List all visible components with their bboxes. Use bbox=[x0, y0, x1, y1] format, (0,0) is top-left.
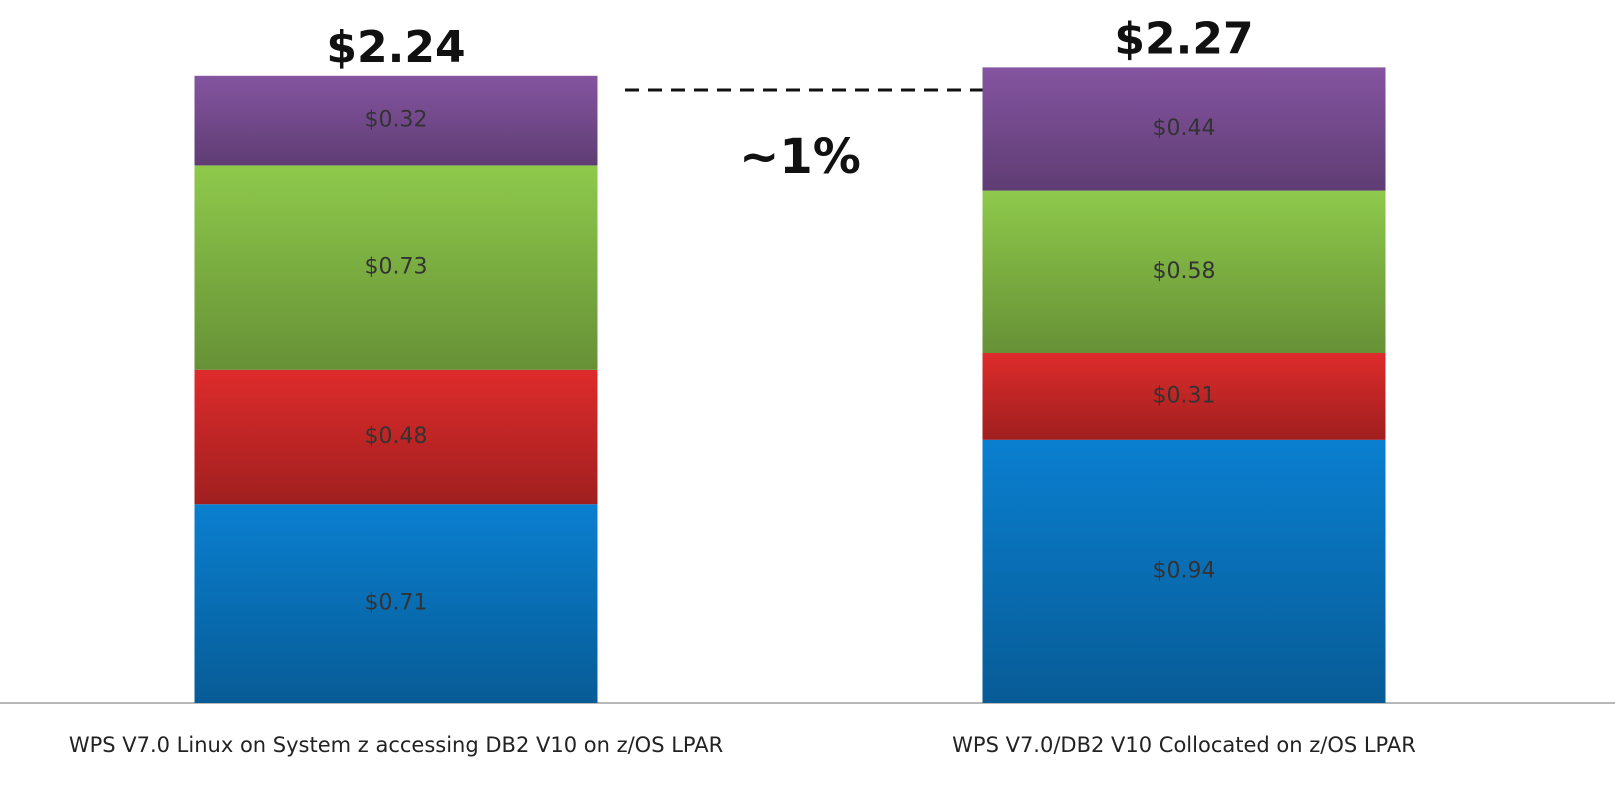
bar-shade bbox=[194, 165, 598, 370]
bar-shade bbox=[194, 369, 598, 505]
x-tick-label: WPS V7.0 Linux on System z accessing DB2… bbox=[69, 733, 723, 757]
bar-shade bbox=[194, 75, 598, 166]
bar-shade bbox=[982, 67, 1386, 191]
data-label: $0.94 bbox=[1153, 558, 1216, 583]
total-label: $2.24 bbox=[326, 22, 465, 73]
total-label: $2.27 bbox=[1114, 13, 1253, 64]
data-label: $0.31 bbox=[1153, 383, 1216, 408]
data-label: $0.71 bbox=[365, 591, 428, 616]
data-label: $0.32 bbox=[365, 108, 428, 133]
bar-shade bbox=[982, 190, 1386, 353]
data-label: $0.58 bbox=[1153, 259, 1216, 284]
bar-shade bbox=[982, 353, 1386, 440]
bar-shade bbox=[982, 439, 1386, 703]
data-label: $0.44 bbox=[1153, 116, 1216, 141]
annotation: ~1% bbox=[739, 129, 861, 185]
data-label: $0.73 bbox=[365, 255, 428, 280]
data-label: $0.48 bbox=[365, 424, 428, 449]
x-tick-label: WPS V7.0/DB2 V10 Collocated on z/OS LPAR bbox=[952, 733, 1416, 757]
bar-shade bbox=[194, 504, 598, 703]
